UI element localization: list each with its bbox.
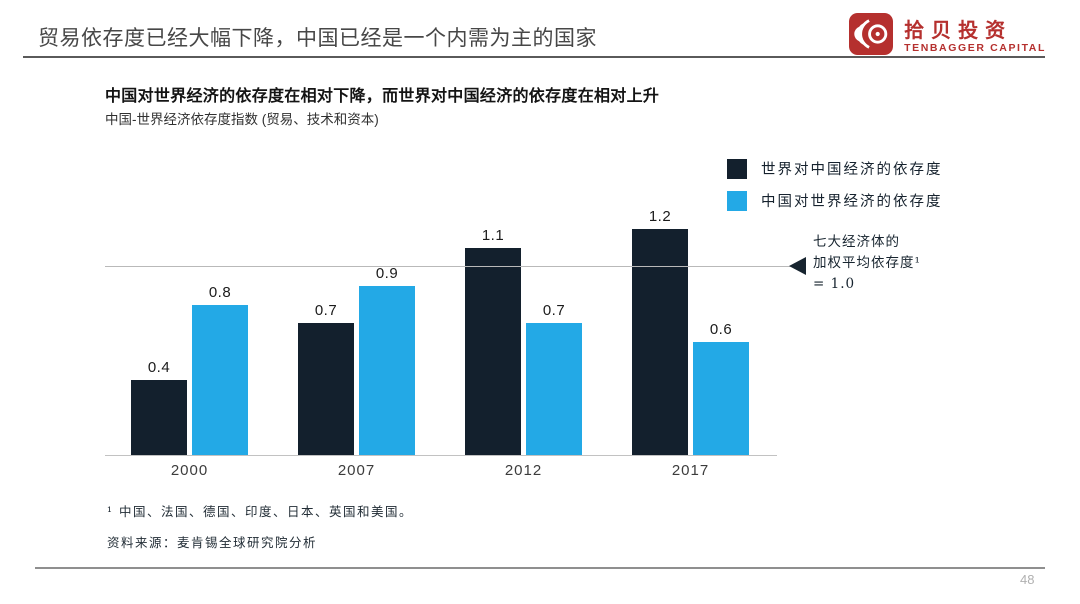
- annotation-line: 七大经济体的: [813, 234, 900, 250]
- bar-value-label: 0.9: [375, 265, 399, 282]
- bar: 1.1: [465, 227, 521, 455]
- bar-value-label: 0.7: [542, 302, 566, 319]
- bar-group: 0.4 0.8 2000: [131, 185, 248, 479]
- bar-group: 1.2 0.6 2017: [632, 185, 749, 479]
- bar-value-label: 0.4: [147, 359, 171, 376]
- bar-value-label: 1.2: [648, 208, 672, 225]
- annotation-line: = 1.0: [813, 275, 856, 292]
- x-axis-label: 2017: [671, 462, 710, 479]
- legend-label: 世界对中国经济的依存度: [761, 162, 943, 178]
- bar: 0.9: [359, 265, 415, 455]
- x-axis-line: [105, 454, 777, 456]
- bar: 0.7: [298, 302, 354, 455]
- legend-item: 世界对中国经济的依存度: [727, 158, 943, 179]
- bar-value-label: 1.1: [481, 227, 505, 244]
- page-number: 48: [1020, 572, 1035, 587]
- logo-text: 拾贝投资 TENBAGGER CAPITAL: [904, 20, 1046, 54]
- bar: 0.8: [192, 284, 248, 455]
- bar-group: 0.7 0.9 2007: [298, 185, 415, 479]
- logo-name-zh: 拾贝投资: [904, 19, 1013, 42]
- chart-title: 中国对世界经济的依存度在相对下降，而世界对中国经济的依存度在相对上升: [105, 88, 660, 105]
- bar: 0.4: [131, 359, 187, 455]
- legend-item: 中国对世界经济的依存度: [727, 190, 943, 211]
- plot-area: 0.4 0.8 2000 0.7 0.9 2007 1.1 0.7 2012 1.2 0.6 2017: [105, 185, 777, 479]
- x-axis-label: 2007: [337, 462, 376, 479]
- legend-swatch: [727, 190, 747, 211]
- company-logo: 拾贝投资 TENBAGGER CAPITAL: [848, 12, 1046, 61]
- chart-legend: 世界对中国经济的依存度 中国对世界经济的依存度: [727, 158, 943, 211]
- footnote: ¹ 中国、法国、德国、印度、日本、英国和美国。: [107, 504, 413, 519]
- bar-value-label: 0.6: [709, 321, 733, 338]
- x-axis-label: 2012: [504, 462, 543, 479]
- legend-label: 中国对世界经济的依存度: [761, 194, 943, 210]
- bar-value-label: 0.8: [208, 284, 232, 301]
- bar-value-label: 0.7: [314, 302, 338, 319]
- logo-name-en: TENBAGGER CAPITAL: [904, 41, 1046, 54]
- reference-annotation: 七大经济体的 加权平均依存度¹ = 1.0: [813, 232, 921, 295]
- x-axis-label: 2000: [170, 462, 209, 479]
- reference-arrow-icon: [789, 257, 806, 275]
- bar-group: 1.1 0.7 2012: [465, 185, 582, 479]
- source-note: 资料来源：麦肯锡全球研究院分析: [107, 535, 318, 550]
- bar: 0.6: [693, 321, 749, 455]
- bar: 0.7: [526, 302, 582, 455]
- bar: 1.2: [632, 208, 688, 455]
- bar-chart: 世界对中国经济的依存度 中国对世界经济的依存度 0.4 0.8 2000 0.7 0.9…: [105, 148, 1055, 480]
- shell-logo-icon: [848, 12, 894, 61]
- reference-line: [105, 265, 797, 267]
- chart-subtitle: 中国-世界经济依存度指数 (贸易、技术和资本): [105, 112, 379, 127]
- footer-divider: [35, 567, 1045, 569]
- header-divider: [23, 56, 1045, 58]
- page-title: 贸易依存度已经大幅下降，中国已经是一个内需为主的国家: [38, 27, 597, 50]
- legend-swatch: [727, 158, 747, 179]
- annotation-line: 加权平均依存度¹: [813, 254, 921, 271]
